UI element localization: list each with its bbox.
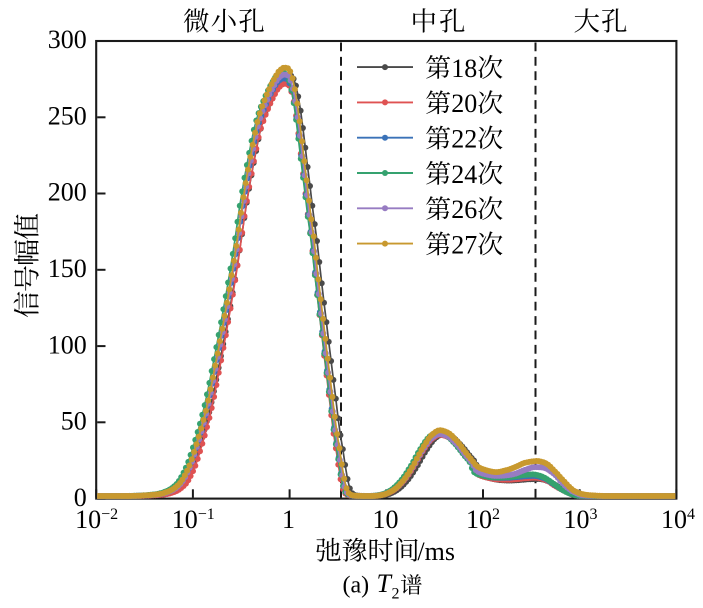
svg-text:250: 250 <box>48 102 87 131</box>
svg-text:10: 10 <box>373 505 399 534</box>
svg-text:20: 20 <box>451 89 477 118</box>
svg-text:50: 50 <box>61 407 87 436</box>
svg-text:1: 1 <box>282 505 295 534</box>
svg-text:150: 150 <box>48 254 87 283</box>
svg-text:22: 22 <box>451 125 477 154</box>
svg-text:24: 24 <box>451 160 477 189</box>
svg-text:/ms: /ms <box>417 537 455 566</box>
svg-text:26: 26 <box>451 195 477 224</box>
svg-text:T: T <box>377 569 393 598</box>
svg-text:2: 2 <box>392 586 400 603</box>
svg-text:100: 100 <box>48 330 87 359</box>
svg-text:(a): (a) <box>343 573 370 599</box>
svg-text:200: 200 <box>48 178 87 207</box>
svg-text:18: 18 <box>451 54 477 83</box>
svg-text:0: 0 <box>74 483 87 512</box>
svg-text:300: 300 <box>48 25 87 54</box>
svg-text:27: 27 <box>451 230 477 259</box>
